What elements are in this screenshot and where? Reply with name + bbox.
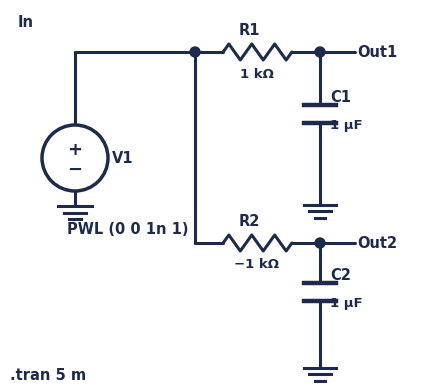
Text: 1 μF: 1 μF — [329, 118, 362, 131]
Text: +: + — [67, 141, 82, 159]
Text: Out2: Out2 — [356, 235, 396, 251]
Text: 1 kΩ: 1 kΩ — [240, 68, 273, 81]
Text: V1: V1 — [112, 151, 133, 165]
Circle shape — [190, 47, 200, 57]
Text: −: − — [67, 161, 82, 179]
Text: Out1: Out1 — [356, 45, 396, 59]
Circle shape — [314, 47, 324, 57]
Text: C2: C2 — [329, 269, 350, 283]
Text: PWL (0 0 1n 1): PWL (0 0 1n 1) — [67, 221, 188, 237]
Text: −1 kΩ: −1 kΩ — [234, 258, 279, 271]
Text: .tran 5 m: .tran 5 m — [10, 368, 86, 382]
Text: C1: C1 — [329, 90, 350, 106]
Text: R1: R1 — [238, 23, 259, 38]
Text: R2: R2 — [238, 213, 259, 228]
Circle shape — [314, 238, 324, 248]
Text: In: In — [18, 14, 34, 29]
Circle shape — [42, 125, 108, 191]
Text: 1 μF: 1 μF — [329, 296, 362, 310]
